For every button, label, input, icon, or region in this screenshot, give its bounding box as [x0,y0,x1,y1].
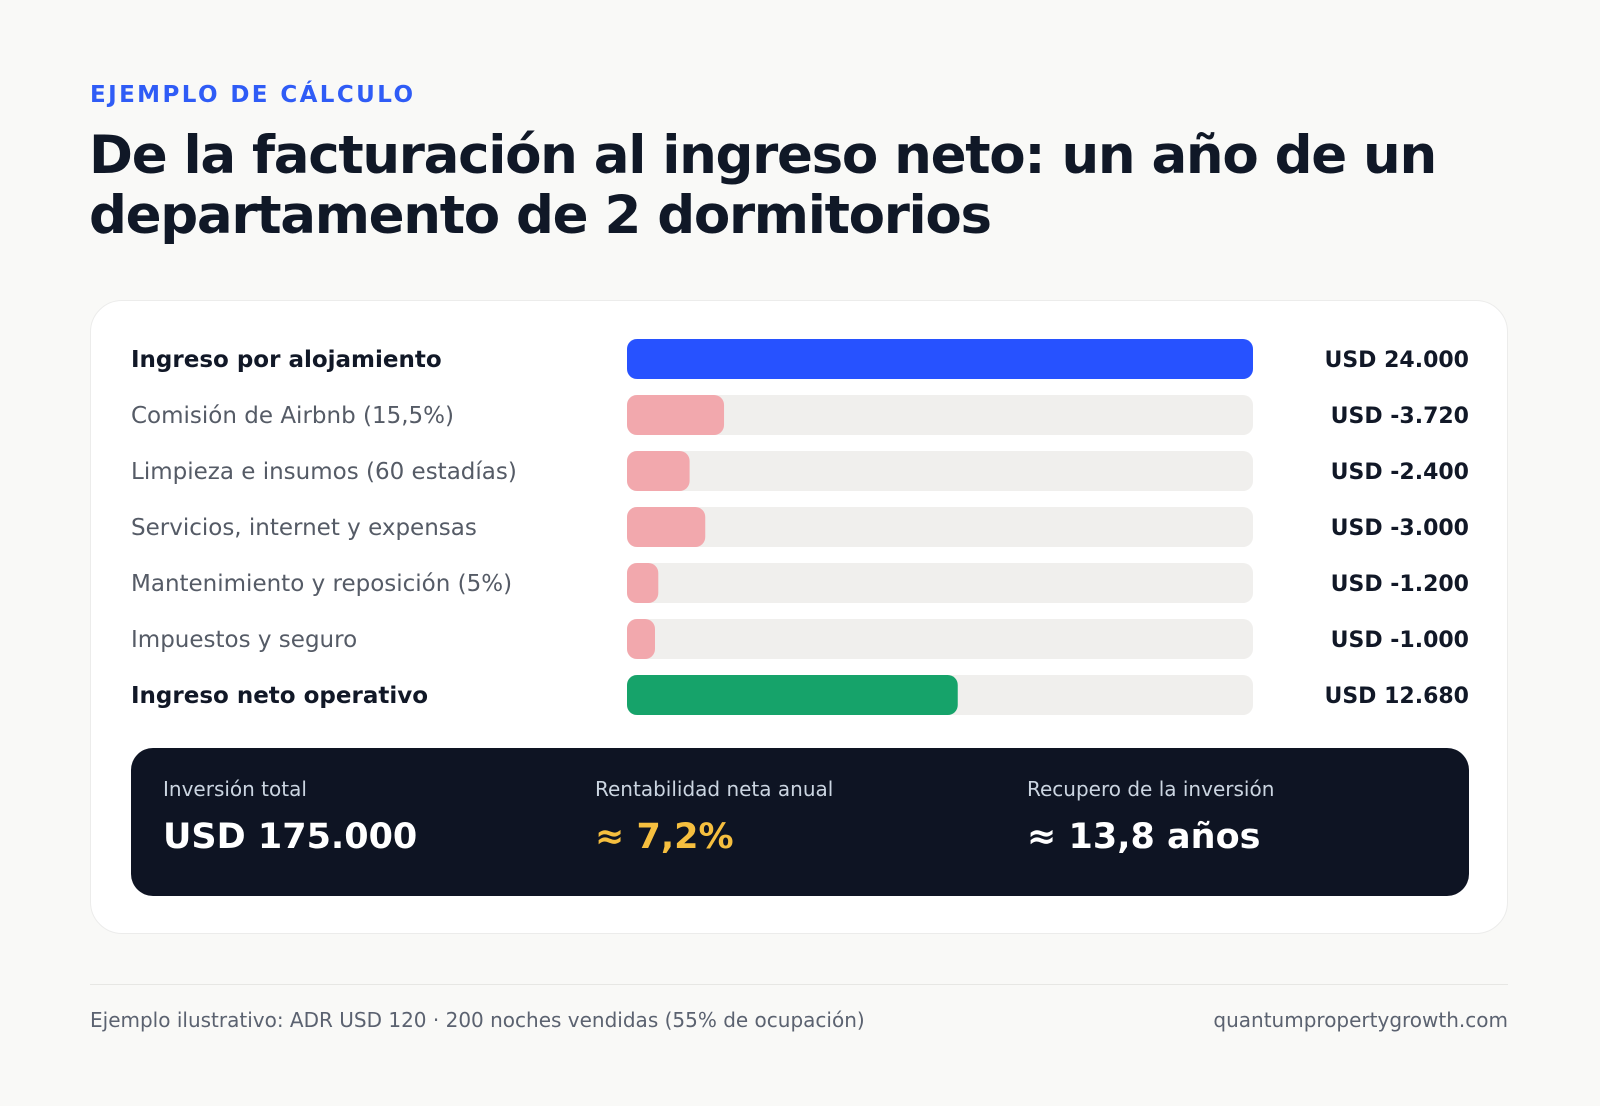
summary-panel: Inversión total USD 175.000 Rentabilidad… [131,748,1469,896]
category-label: Ingreso neto operativo [131,683,428,709]
source-domain: quantumpropertygrowth.com [1213,1008,1508,1032]
income-breakdown-chart: Ingreso por alojamiento USD 24.000 Comisió… [131,339,1469,715]
value-label: USD -1.000 [1331,628,1469,653]
annual-return-label: Rentabilidad neta anual [595,777,834,801]
net-income-bar [627,675,958,715]
category-label: Impuestos y seguro [131,627,357,653]
bar-track [627,395,1253,435]
income-bar [627,339,1253,379]
investment-value: USD 175.000 [163,817,418,857]
category-label: Mantenimiento y reposición (5%) [131,571,512,597]
payback-label: Recupero de la inversión [1027,777,1275,801]
investment-metric: Inversión total USD 175.000 [163,776,553,858]
value-label: USD -1.200 [1331,572,1469,597]
value-label: USD 12.680 [1324,684,1469,709]
footnote: Ejemplo ilustrativo: ADR USD 120 · 200 n… [90,1008,865,1032]
bar-track [627,619,1253,659]
value-label: USD -2.400 [1331,460,1469,485]
investment-label: Inversión total [163,777,307,801]
category-label: Comisión de Airbnb (15,5%) [131,403,454,429]
value-label: USD -3.720 [1331,404,1469,429]
expense-bar [627,619,655,659]
bar-track [627,451,1253,491]
expense-bar [627,451,690,491]
payback-value: ≈ 13,8 años [1027,817,1261,857]
eyebrow: EJEMPLO DE CÁLCULO [90,82,416,108]
value-label: USD -3.000 [1331,516,1469,541]
expense-bar [627,395,725,435]
category-label: Ingreso por alojamiento [131,347,442,373]
value-label: USD 24.000 [1324,348,1469,373]
bar-track [627,563,1253,603]
annual-return-metric: Rentabilidad neta anual ≈ 7,2% [595,776,985,858]
bar-track [627,507,1253,547]
calculation-card: Ingreso por alojamiento USD 24.000 Comisió… [90,300,1508,934]
footer-divider [90,984,1508,985]
chart-title: De la facturación al ingreso neto: un añ… [89,125,1437,246]
payback-metric: Recupero de la inversión ≈ 13,8 años [1027,776,1417,858]
category-label: Limpieza e insumos (60 estadías) [131,459,517,485]
annual-return-value: ≈ 7,2% [595,817,734,857]
expense-bar [627,507,706,547]
expense-bar [627,563,659,603]
category-label: Servicios, internet y expensas [131,515,477,541]
